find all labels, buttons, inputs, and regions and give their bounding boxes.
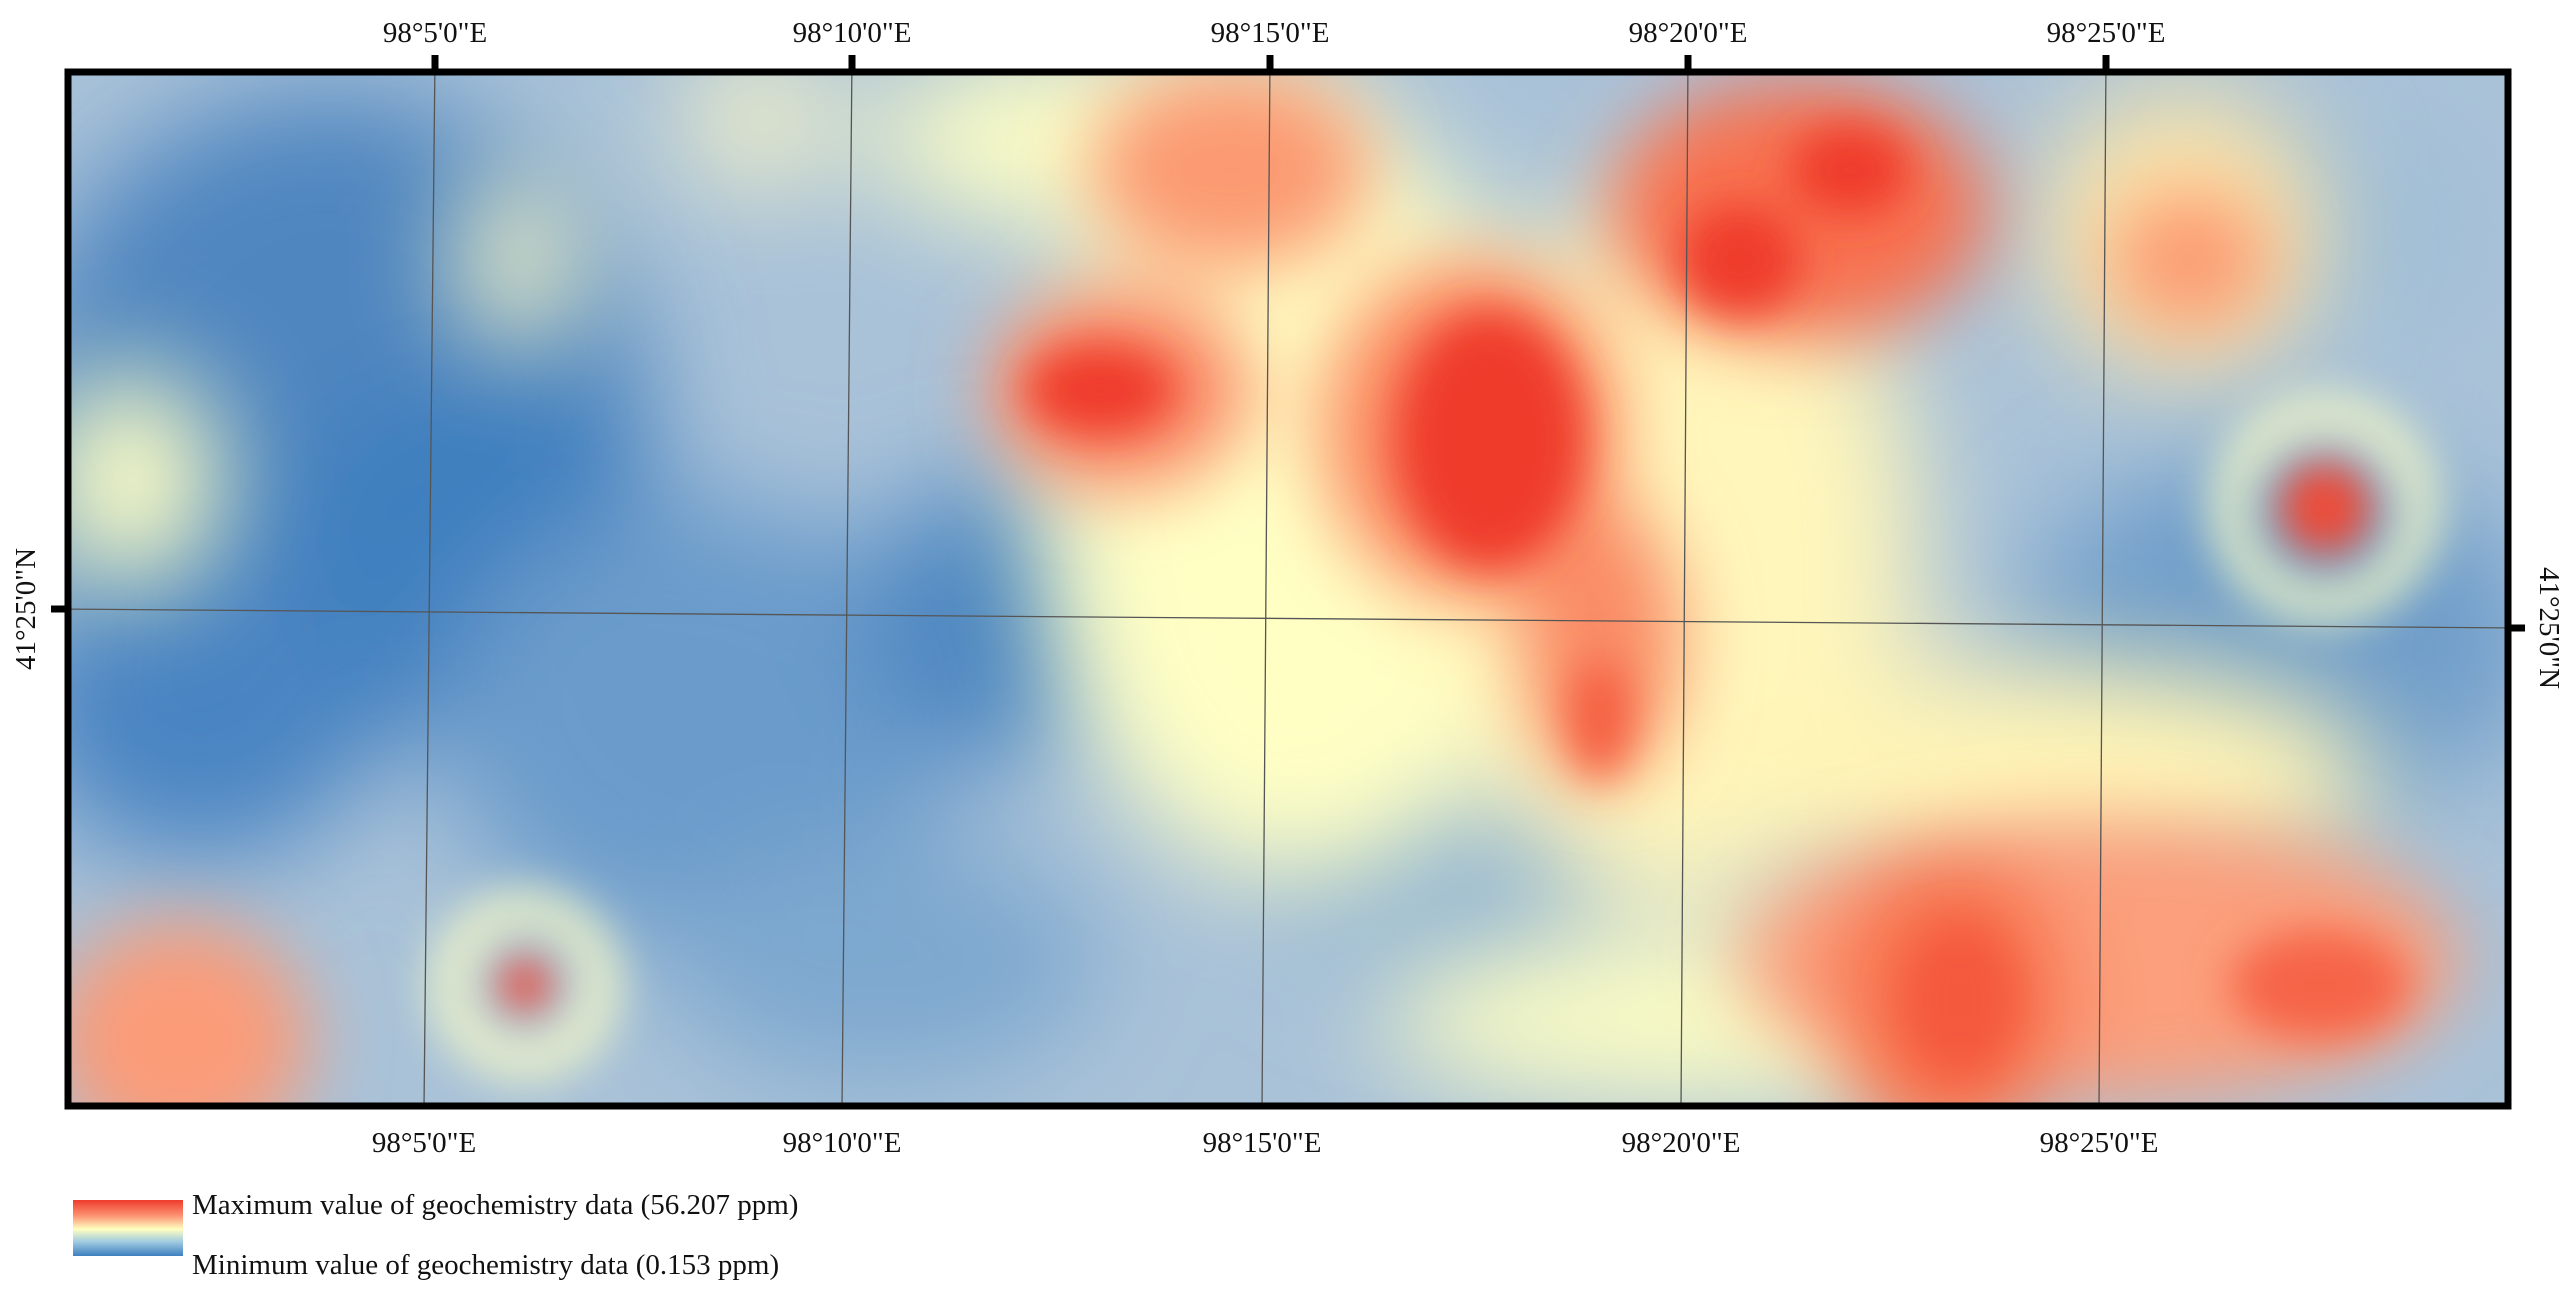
heatmap-surface [68, 72, 2508, 1106]
lon-label-top: 98°5'0"E [383, 17, 487, 49]
lat-label-right: 41°25'0"N [2533, 567, 2565, 689]
top-longitude-labels: 98°5'0"E 98°10'0"E 98°15'0"E 98°20'0"E 9… [383, 17, 2166, 49]
peak-value-zones [497, 125, 2410, 1080]
lon-label-top: 98°25'0"E [2047, 17, 2166, 49]
lon-label-bottom: 98°5'0"E [372, 1127, 476, 1159]
parallel-41-25 [51, 608, 2523, 629]
lon-label-bottom: 98°15'0"E [1203, 1127, 1322, 1159]
lon-label-top: 98°20'0"E [1629, 17, 1748, 49]
meridian-98-15 [1261, 57, 1271, 1109]
meridian-98-25 [2098, 57, 2107, 1109]
graticule [51, 57, 2523, 1109]
meridian-98-5 [423, 57, 436, 1109]
legend-min-label: Minimum value of geochemistry data (0.15… [192, 1249, 780, 1281]
legend-max-label: Maximum value of geochemistry data (56.2… [192, 1189, 799, 1221]
bottom-longitude-labels: 98°5'0"E 98°10'0"E 98°15'0"E 98°20'0"E 9… [372, 1127, 2159, 1159]
map-frame [64, 68, 2512, 1110]
lon-label-bottom: 98°20'0"E [1622, 1127, 1741, 1159]
lon-label-bottom: 98°10'0"E [783, 1127, 902, 1159]
lon-label-top: 98°10'0"E [793, 17, 912, 49]
lat-label-left: 41°25'0"N [10, 548, 42, 670]
frame-ticks [51, 55, 2525, 632]
lon-label-top: 98°15'0"E [1211, 17, 1330, 49]
lon-label-bottom: 98°25'0"E [2040, 1127, 2159, 1159]
meridian-98-10 [841, 57, 853, 1109]
isolated-anomaly-halos [430, 393, 2440, 1080]
meridian-98-20 [1680, 57, 1689, 1109]
legend-color-ramp [73, 1200, 183, 1256]
